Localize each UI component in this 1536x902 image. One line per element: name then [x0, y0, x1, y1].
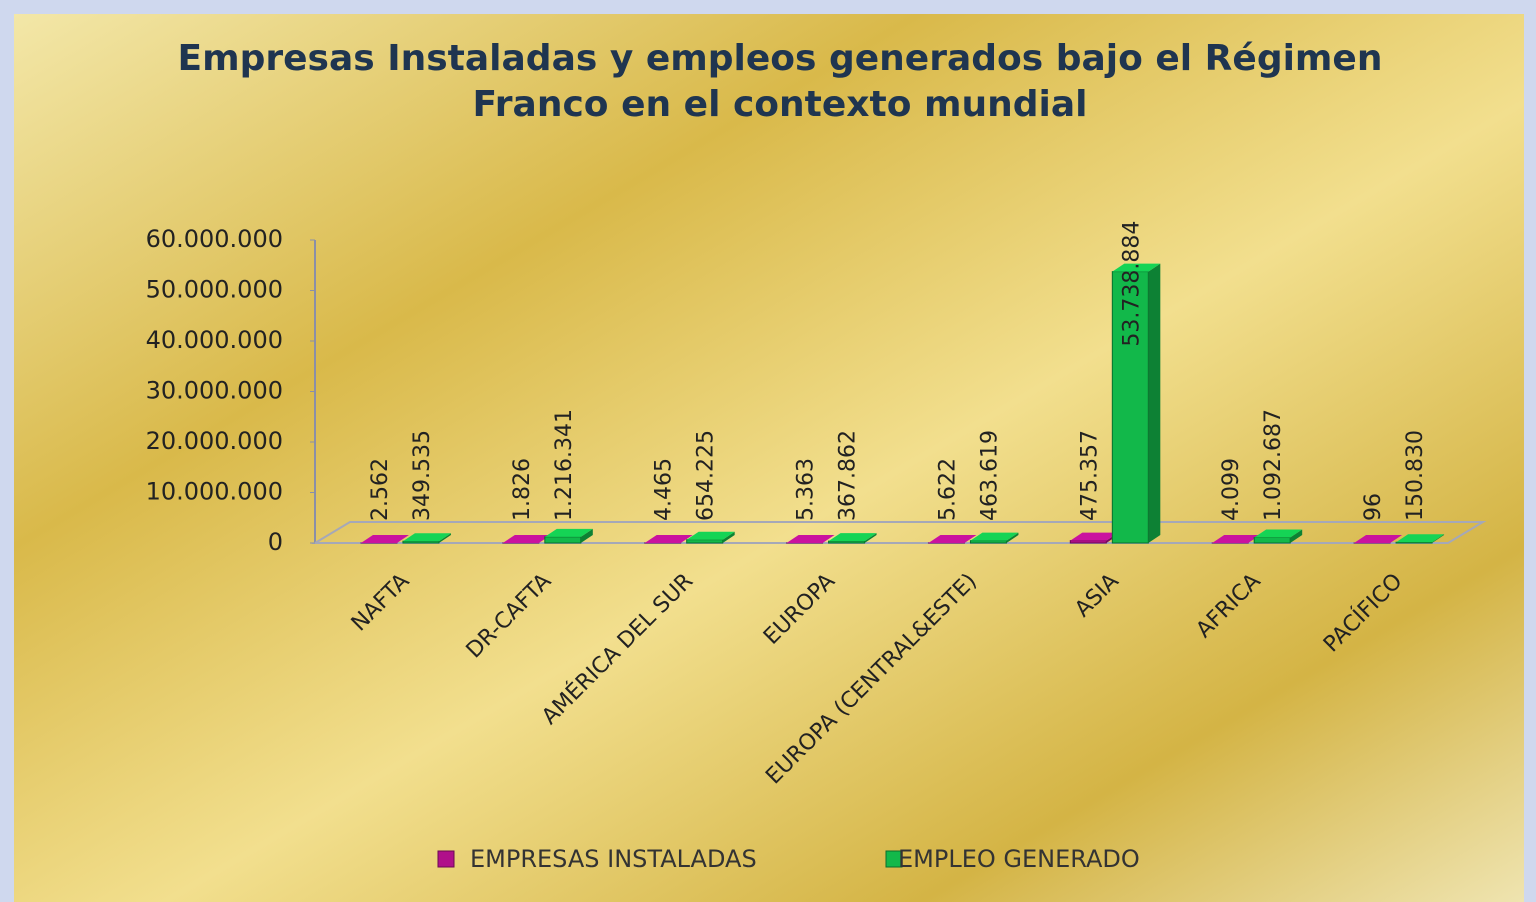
legend-label: EMPLEO GENERADO — [898, 845, 1140, 873]
bar — [686, 531, 735, 544]
bar-face — [502, 534, 551, 543]
bar-face — [396, 534, 409, 543]
bar-face — [644, 534, 693, 543]
data-label: 475.357 — [1077, 430, 1102, 521]
data-label: 150.830 — [1403, 430, 1428, 521]
data-label: 4.465 — [652, 458, 677, 521]
data-label: 367.862 — [836, 430, 861, 521]
bar-face — [1254, 529, 1303, 538]
bar-face — [686, 531, 735, 540]
bar — [1395, 534, 1445, 544]
bar-face — [1395, 541, 1433, 544]
bar-face — [544, 528, 593, 537]
legend-label: EMPRESAS INSTALADAS — [470, 845, 757, 873]
chart-title: Empresas Instaladas y empleos generados … — [178, 38, 1383, 79]
bar-face — [1006, 532, 1019, 543]
bar — [927, 534, 977, 544]
data-label: 463.619 — [977, 430, 1002, 521]
bar — [360, 534, 409, 544]
bar — [544, 528, 593, 544]
bar — [828, 533, 877, 544]
bar-face — [402, 533, 451, 542]
bar-face — [402, 540, 440, 544]
bar-face — [1290, 529, 1303, 543]
bar-face — [1253, 536, 1291, 544]
data-label: 654.225 — [694, 430, 719, 521]
y-tick-label: 30.000.000 — [146, 377, 283, 405]
data-label: 1.826 — [510, 458, 535, 521]
bar-face — [1069, 540, 1107, 544]
bar-face — [1212, 534, 1261, 543]
bar-face — [360, 534, 409, 543]
data-label: 96 — [1361, 493, 1386, 521]
bar — [644, 534, 693, 544]
data-label: 4.099 — [1219, 458, 1244, 521]
bar-face — [786, 534, 835, 543]
bar-face — [828, 540, 866, 544]
bar-face — [1111, 271, 1149, 544]
bar-face — [964, 534, 977, 543]
bar — [402, 533, 451, 544]
bar-face — [969, 540, 1007, 544]
bar-face — [1070, 532, 1119, 541]
y-tick-label: 60.000.000 — [146, 225, 283, 253]
data-label: 5.622 — [935, 458, 960, 521]
bar-face — [1112, 263, 1161, 272]
y-tick-label: 20.000.000 — [146, 427, 283, 455]
bar-face — [438, 533, 451, 543]
legend-swatch — [437, 850, 455, 868]
data-label: 53.738.884 — [1119, 221, 1144, 347]
bar-face — [686, 539, 724, 544]
legend-swatch — [885, 850, 903, 868]
bar — [1353, 534, 1403, 544]
y-tick-label: 10.000.000 — [146, 478, 283, 506]
data-label: 5.363 — [794, 458, 819, 521]
bar-face — [680, 534, 693, 543]
bar-face — [544, 536, 582, 544]
bar-face — [928, 534, 977, 543]
bar — [1111, 263, 1161, 544]
data-label: 1.216.341 — [552, 409, 577, 521]
plot-background — [14, 14, 1524, 902]
bar-face — [580, 528, 593, 543]
bar-face — [1354, 534, 1403, 543]
bar — [969, 532, 1019, 544]
bar-face — [1432, 534, 1445, 543]
bar-face — [822, 534, 835, 543]
bar-face — [828, 533, 877, 542]
y-tick-label: 40.000.000 — [146, 326, 283, 354]
y-tick-label: 50.000.000 — [146, 276, 283, 304]
y-tick-label: 0 — [268, 528, 283, 556]
chart-title: Franco en el contexto mundial — [473, 84, 1088, 125]
bar-face — [970, 532, 1019, 541]
bar-face — [1396, 534, 1445, 543]
bar-face — [1390, 534, 1403, 543]
bar-face — [722, 531, 735, 543]
data-label: 1.092.687 — [1261, 409, 1286, 521]
data-label: 2.562 — [368, 458, 393, 521]
bar-face — [864, 533, 877, 543]
data-label: 349.535 — [410, 430, 435, 521]
bar — [1253, 529, 1303, 544]
bar — [786, 534, 835, 544]
bar-face — [1148, 263, 1161, 543]
